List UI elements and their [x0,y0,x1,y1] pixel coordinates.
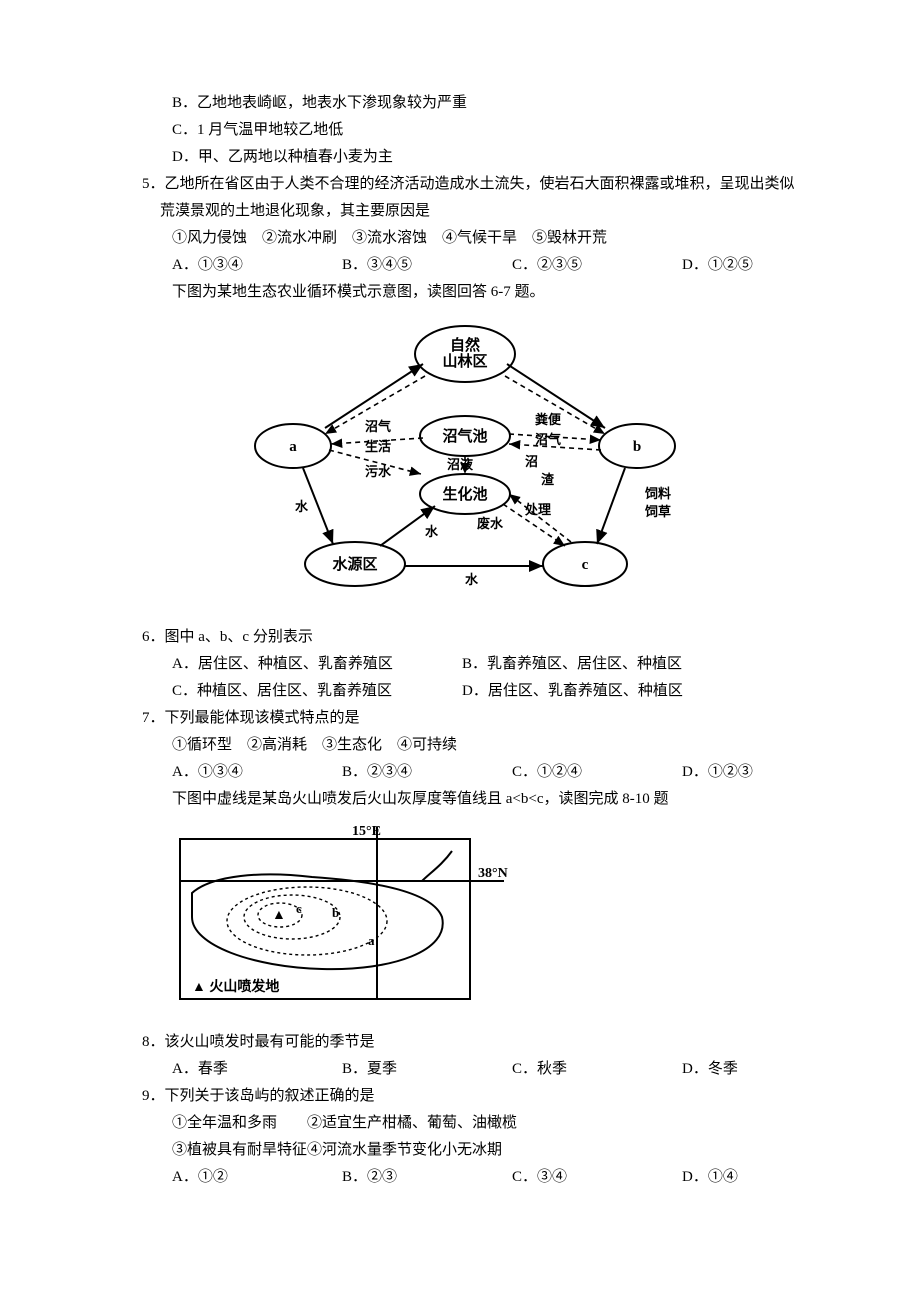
q8-option-a: A．春季 [172,1056,342,1083]
edge-w1: 水 [295,499,309,514]
q4-option-c: C．1 月气温甲地较乙地低 [172,117,810,144]
q8-option-b: B．夏季 [342,1056,512,1083]
q5-stem-1: 5．乙地所在省区由于人类不合理的经济活动造成水土流失，使岩石大面积裸露或堆积，呈… [142,171,810,198]
q6-option-a: A．居住区、种植区、乳畜养殖区 [172,651,462,678]
edge-feed1: 饲料 [644,486,671,501]
edge-gas2: 沼气 [535,432,561,447]
q7-option-c: C．①②④ [512,759,682,786]
q5-option-b: B．③④⑤ [342,252,512,279]
node-a: a [289,439,297,455]
q5-lead: 下图为某地生态农业循环模式示意图，读图回答 6-7 题。 [172,279,810,306]
edge-residue1: 沼 [525,454,538,469]
node-water: 水源区 [332,555,377,573]
q5-option-c: C．②③⑤ [512,252,682,279]
node-c: c [582,557,589,573]
q8-options: A．春季 B．夏季 C．秋季 D．冬季 [172,1056,810,1083]
q7-lead: 下图中虚线是某岛火山喷发后火山灰厚度等值线且 a<b<c，读图完成 8-10 题 [172,786,810,813]
q6-row2: C．种植区、居住区、乳畜养殖区 D．居住区、乳畜养殖区、种植区 [172,678,810,705]
q4-option-d: D．甲、乙两地以种植春小麦为主 [172,144,810,171]
q5-option-d: D．①②⑤ [682,252,802,279]
q8-option-c: C．秋季 [512,1056,682,1083]
edge-residue2: 渣 [541,472,555,487]
q8-stem: 8．该火山喷发时最有可能的季节是 [142,1029,810,1056]
edge-life: 生活 [365,439,391,454]
edge-gas1: 沼气 [365,419,391,434]
q9-stem: 9．下列关于该岛屿的叙述正确的是 [142,1083,810,1110]
volcano-legend: ▲ 火山喷发地 [192,978,279,995]
edge-manure: 粪便 [535,412,562,427]
q5-stem-2: 荒漠景观的土地退化现象，其主要原因是 [160,198,810,225]
q9-line2: ③植被具有耐旱特征④河流水量季节变化小无冰期 [172,1137,810,1164]
node-bio: 生化池 [442,485,487,503]
q6-option-b: B．乳畜养殖区、居住区、种植区 [462,651,682,678]
q5-options: A．①③④ B．③④⑤ C．②③⑤ D．①②⑤ [172,252,810,279]
edge-sewage: 污水 [365,464,392,479]
q9-option-a: A．①② [172,1164,342,1191]
edge-waste: 废水 [477,516,504,531]
lon-label: 15°E [352,824,381,839]
q6-row1: A．居住区、种植区、乳畜养殖区 B．乳畜养殖区、居住区、种植区 [172,651,810,678]
q9-option-c: C．③④ [512,1164,682,1191]
q7-option-b: B．②③④ [342,759,512,786]
eco-cycle-diagram: 自然 山林区 a b 沼气池 生化池 水源区 c 沼气 生活 污水 沼液 粪便 … [225,316,705,606]
q8-option-d: D．冬季 [682,1056,802,1083]
q6-option-c: C．种植区、居住区、乳畜养殖区 [172,678,462,705]
lat-label: 38°N [478,866,508,881]
q9-option-b: B．②③ [342,1164,512,1191]
q5-items: ①风力侵蚀 ②流水冲刷 ③流水溶蚀 ④气候干旱 ⑤毁林开荒 [172,225,810,252]
contour-b: b [332,905,339,920]
q7-options: A．①③④ B．②③④ C．①②④ D．①②③ [172,759,810,786]
node-b: b [633,439,641,455]
volcano-mark: ▲ [272,908,286,923]
q4-option-b: B．乙地地表崎岖，地表水下渗现象较为严重 [172,90,810,117]
node-top-l2: 山林区 [442,352,487,370]
q7-option-a: A．①③④ [172,759,342,786]
volcano-map: 15°E 38°N ▲ a b c ▲ 火山喷发地 [172,821,532,1011]
node-pool: 沼气池 [442,427,487,445]
edge-process: 处理 [524,502,551,517]
q6-option-d: D．居住区、乳畜养殖区、种植区 [462,678,683,705]
q7-items: ①循环型 ②高消耗 ③生态化 ④可持续 [172,732,810,759]
q7-option-d: D．①②③ [682,759,802,786]
edge-liquid: 沼液 [447,457,473,472]
contour-c: c [296,901,302,916]
q9-line1: ①全年温和多雨 ②适宜生产柑橘、葡萄、油橄榄 [172,1110,810,1137]
q9-options: A．①② B．②③ C．③④ D．①④ [172,1164,810,1191]
q7-stem: 7．下列最能体现该模式特点的是 [142,705,810,732]
contour-a: a [368,933,375,948]
q9-option-d: D．①④ [682,1164,802,1191]
edge-feed2: 饲草 [644,504,671,519]
edge-w2: 水 [425,524,439,539]
q5-option-a: A．①③④ [172,252,342,279]
q6-stem: 6．图中 a、b、c 分别表示 [142,624,810,651]
node-top-l1: 自然 [450,336,480,354]
edge-w3: 水 [465,572,479,587]
